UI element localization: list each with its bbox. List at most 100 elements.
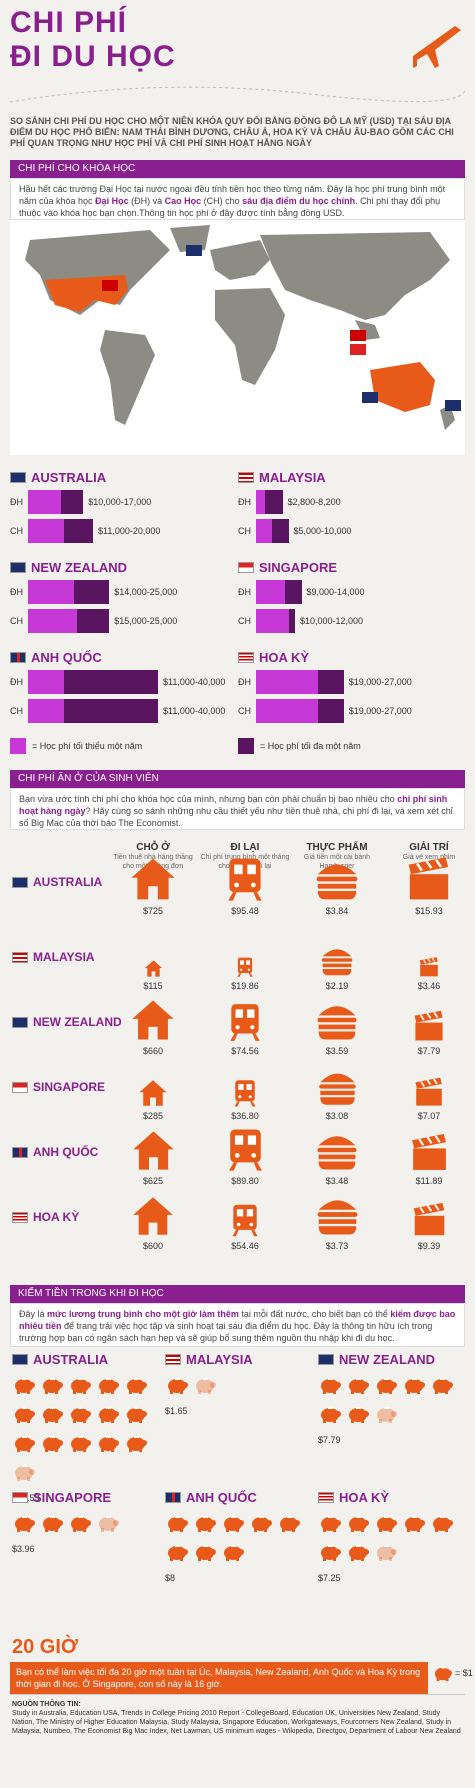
wage-value: $1.65	[165, 1406, 188, 1416]
country-name: AUSTRALIA	[33, 1352, 109, 1367]
section-heading-earnings: KIẾM TIỀN TRONG KHI ĐI HỌC	[10, 1285, 465, 1303]
sources-title: NGUỒN THÔNG TIN:	[12, 1701, 81, 1708]
fee-bar-max	[63, 519, 93, 543]
fee-row-label: CH	[238, 706, 251, 716]
fee-row: ĐH $11,000-40,000	[10, 670, 235, 694]
fee-bar-max	[265, 490, 283, 514]
highlight-text: Cao Học	[164, 196, 202, 206]
fee-bar-max	[63, 670, 158, 694]
nz-flag-icon	[12, 1016, 28, 1028]
living-cost-cell: $3.48	[292, 1127, 382, 1186]
piggy-grid	[318, 1375, 468, 1429]
country-name: NEW ZEALAND	[31, 560, 128, 575]
living-cost-value: $3.48	[325, 1176, 349, 1186]
text-part: để trang trải việc học tập và sinh hoạt …	[19, 1321, 433, 1343]
partial-piggy-bank-icon	[193, 1375, 217, 1400]
piggy-bank-icon	[40, 1375, 64, 1400]
title-line-2: ĐI DU HỌC	[10, 40, 176, 73]
highlight-text: mức lương trung bình cho một giờ làm thê…	[47, 1309, 239, 1319]
fee-row-label: ĐH	[238, 677, 251, 687]
living-cost-cell: $7.79	[384, 1009, 474, 1056]
section-heading-living-cost: CHI PHÍ ĂN Ở CỦA SINH VIÊN	[10, 770, 465, 788]
uk-flag-icon	[165, 1492, 181, 1503]
piggy-bank-icon	[124, 1433, 148, 1458]
country-name: HOA KỲ	[33, 1210, 80, 1224]
burger-icon	[292, 997, 382, 1043]
fee-bar-max	[73, 580, 110, 604]
wage-country-title: MALAYSIA	[165, 1352, 305, 1367]
au-flag-icon	[12, 1354, 28, 1365]
column-title: ĐI LẠI	[230, 842, 260, 853]
nz-flag-icon	[10, 562, 26, 573]
world-map	[10, 220, 465, 455]
fee-range-label: $10,000-12,000	[300, 616, 364, 626]
column-title: GIẢI TRÍ	[409, 842, 449, 853]
country-name: SINGAPORE	[33, 1080, 106, 1094]
sources: NGUỒN THÔNG TIN: Study in Australia, Edu…	[12, 1700, 462, 1736]
wage-country-title: NEW ZEALAND	[318, 1352, 468, 1367]
living-cost-value: $15.93	[415, 906, 443, 916]
piggy-bank-icon	[96, 1404, 120, 1429]
text-part: (ĐH) và	[128, 196, 165, 206]
living-cost-value: $660	[142, 1046, 164, 1056]
piggy-bank-icon	[346, 1375, 370, 1400]
fee-country-title: AUSTRALIA	[10, 470, 235, 485]
fee-row-label: CH	[238, 616, 251, 626]
piggy-bank-icon	[12, 1513, 36, 1538]
burger-icon	[292, 1191, 382, 1238]
living-cost-cell: $115	[108, 959, 198, 991]
piggy-bank-icon	[374, 1513, 398, 1538]
fee-row-label: CH	[10, 526, 23, 536]
au-flag-icon	[10, 472, 26, 483]
living-cost-value: $625	[142, 1176, 164, 1186]
wage-country-title: AUSTRALIA	[12, 1352, 152, 1367]
piggy-grid	[165, 1375, 305, 1400]
fee-row: CH $11,000-40,000	[10, 699, 235, 723]
living-cost-value: $19.86	[231, 981, 259, 991]
wage-country-block: NEW ZEALAND $7.79	[318, 1352, 468, 1445]
fee-row-label: CH	[10, 706, 23, 716]
living-row-label: NEW ZEALAND	[12, 1015, 122, 1029]
country-name: MALAYSIA	[186, 1352, 253, 1367]
living-cost-value: $54.46	[231, 1241, 259, 1251]
country-name: SINGAPORE	[33, 1490, 112, 1505]
piggy-grid	[12, 1375, 152, 1487]
south-america-landmass	[100, 330, 155, 425]
fee-range-label: $10,000-17,000	[88, 497, 152, 507]
piggy-bank-icon	[96, 1375, 120, 1400]
australia-landmass	[370, 362, 435, 412]
living-cost-cell: $625	[108, 1128, 198, 1186]
wage-country-title: ANH QUỐC	[165, 1490, 305, 1505]
wage-value: $7.25	[318, 1573, 341, 1583]
piggy-bank-icon	[430, 1375, 454, 1400]
fee-bar-min	[256, 609, 289, 633]
text-part: . Chi phí thay đổi phụ thuộc vào khóa họ…	[19, 196, 441, 218]
fee-bar-min	[28, 580, 74, 604]
malaysia-flag-marker	[350, 330, 366, 341]
piggy-bank-icon	[40, 1513, 64, 1538]
section-text-earnings: Đây là mức lương trung bình cho một giờ …	[10, 1303, 465, 1347]
piggy-bank-icon	[318, 1513, 342, 1538]
living-cost-cell: $7.07	[384, 1076, 474, 1121]
fee-row: ĐH $2,800-8,200	[238, 490, 463, 514]
fee-bar-max	[76, 609, 110, 633]
country-name: ANH QUỐC	[31, 650, 102, 665]
piggy-bank-icon	[346, 1404, 370, 1429]
section-heading-course-cost: CHI PHÍ CHO KHÓA HỌC	[10, 160, 465, 178]
fee-row-label: ĐH	[10, 587, 23, 597]
fee-row: CH $10,000-12,000	[238, 609, 463, 633]
train-icon	[200, 956, 290, 978]
nz-flag-marker	[445, 400, 461, 411]
fee-country-title: SINGAPORE	[238, 560, 463, 575]
living-cost-value: $3.73	[325, 1241, 349, 1251]
living-cost-cell: $9.39	[384, 1201, 474, 1251]
living-row-label: AUSTRALIA	[12, 875, 102, 889]
fee-bar-max	[60, 490, 84, 514]
fee-row: CH $19,000-27,000	[238, 699, 463, 723]
piggy-bank-icon	[96, 1433, 120, 1458]
hours-text: Bạn có thể làm việc tối đa 20 giờ một tu…	[10, 1662, 428, 1694]
piggy-bank-icon	[124, 1404, 148, 1429]
living-column-header: GIẢI TRÍ Giá vé xem phim	[384, 842, 474, 862]
burger-icon	[292, 1065, 382, 1108]
piggy-bank-icon	[374, 1375, 398, 1400]
